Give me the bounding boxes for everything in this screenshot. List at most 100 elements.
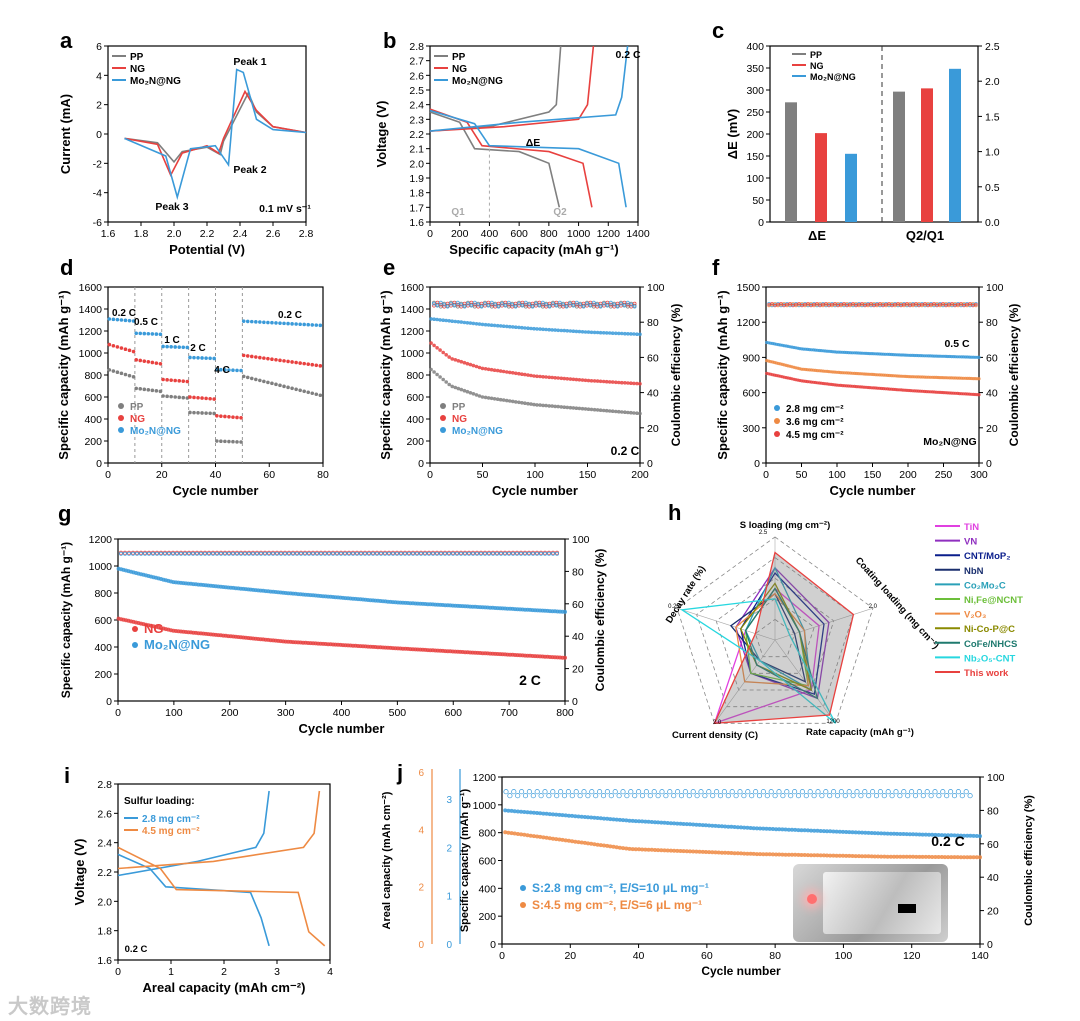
- f-ce-point: [869, 302, 873, 306]
- f-ce-point: [854, 303, 858, 307]
- e-point-2: [556, 328, 560, 333]
- j-point-1: [930, 855, 935, 859]
- j-point-0: [821, 829, 826, 834]
- j-point-1: [665, 848, 670, 853]
- e-point-1: [486, 367, 491, 372]
- j-point-1: [589, 841, 594, 846]
- j-point-0: [694, 822, 699, 827]
- f-tag: Mo₂N@NG: [923, 436, 976, 448]
- e-point-1: [562, 376, 567, 381]
- f-ce-point: [926, 304, 930, 308]
- f-ce-point: [806, 304, 810, 308]
- f-ce-point: [839, 303, 843, 307]
- f-ce-point: [938, 304, 942, 308]
- j-point-0: [678, 821, 683, 826]
- f-ytick-label: 1500: [737, 282, 761, 294]
- j-legend-swatch: [520, 902, 526, 908]
- e-point-1: [477, 365, 482, 370]
- f-ce-point: [938, 303, 942, 307]
- d-legend-label: NG: [130, 414, 145, 425]
- h-legend-label: V₂O₃: [964, 610, 986, 621]
- f-ce-point: [773, 302, 777, 306]
- e-point-2: [577, 329, 582, 334]
- d-point-0: [294, 387, 298, 392]
- e-ce-point: [547, 304, 552, 309]
- d-xtick-label: 20: [156, 469, 168, 481]
- g-ce-point: [451, 551, 455, 556]
- e-point-0: [601, 408, 606, 413]
- f-ce-point: [836, 304, 840, 308]
- f-ce-point: [965, 304, 969, 308]
- j-point-1: [927, 854, 931, 859]
- j-point-1: [703, 850, 708, 854]
- d-point-2: [231, 368, 235, 373]
- j-ytick-label: 0: [490, 939, 496, 951]
- g-ce-point: [507, 551, 511, 556]
- h-grid-ring: [715, 577, 835, 691]
- g-ce-point: [443, 551, 447, 556]
- j-point-1: [735, 851, 740, 856]
- j-ce-point: [554, 793, 560, 799]
- j-ce-point: [955, 789, 961, 795]
- g-ce-point: [439, 551, 443, 556]
- j-point-1: [882, 854, 887, 859]
- j-point-0: [598, 816, 603, 821]
- d-point-0: [231, 439, 235, 444]
- g-ce-point: [315, 551, 319, 556]
- d-point-2: [286, 321, 290, 326]
- d-point-2: [318, 323, 323, 328]
- j-ce-point: [624, 793, 630, 799]
- d-point-0: [131, 375, 136, 379]
- e-point-2: [456, 320, 461, 324]
- f-ce-point: [968, 302, 972, 306]
- j-point-0: [911, 832, 916, 837]
- j-point-0: [665, 821, 670, 825]
- d-point-1: [254, 355, 258, 359]
- i-ytick-label: 2.2: [97, 867, 112, 879]
- f-ce-point: [887, 302, 891, 306]
- j-point-1: [764, 852, 769, 857]
- e-ce-point: [455, 302, 460, 307]
- f-ce-point: [830, 302, 834, 306]
- c-legend-label: PP: [810, 50, 822, 60]
- f-ce-point: [824, 303, 828, 307]
- e-point-1: [441, 350, 446, 355]
- j-point-0: [863, 830, 868, 835]
- d-point-1: [181, 379, 186, 383]
- j-point-1: [805, 853, 810, 858]
- f-legend-label: 4.5 mg cm⁻²: [786, 430, 844, 441]
- e-point-2: [489, 323, 494, 328]
- e-ce-point: [483, 303, 487, 308]
- j-point-1: [595, 842, 600, 847]
- j-point-0: [764, 826, 769, 831]
- e-point-1: [462, 360, 467, 365]
- d-point-2: [134, 331, 139, 336]
- j-point-1: [643, 847, 648, 852]
- j-point-1: [936, 855, 941, 859]
- j-point-0: [869, 831, 874, 835]
- j-ce-point: [932, 789, 938, 795]
- j-ce-point: [612, 789, 618, 795]
- j-xtick-label: 60: [701, 950, 713, 962]
- e-point-2: [459, 320, 464, 324]
- d-point-2: [254, 320, 258, 324]
- e-ce-point: [612, 302, 617, 307]
- j-point-0: [812, 828, 817, 833]
- g-ce-point: [163, 551, 167, 556]
- d-point-2: [282, 321, 286, 326]
- f-ce-point: [842, 303, 846, 307]
- j-ce-point: [608, 793, 614, 799]
- j-point-1: [974, 855, 979, 860]
- c-frame: [769, 45, 979, 223]
- e-point-1: [498, 369, 503, 373]
- e-ce-point: [435, 303, 440, 308]
- j-ce-point: [690, 789, 696, 795]
- b-xtick-label: 400: [481, 228, 499, 240]
- j-point-0: [675, 821, 680, 826]
- h-legend-label: Co₂Mo₂C: [964, 580, 1006, 591]
- g-ce-point: [251, 551, 255, 556]
- b-de: ΔE: [526, 137, 541, 149]
- g-frame: [117, 538, 566, 702]
- h-axis-label-cd: Current density (C): [672, 730, 758, 741]
- f-ce-point: [953, 304, 957, 308]
